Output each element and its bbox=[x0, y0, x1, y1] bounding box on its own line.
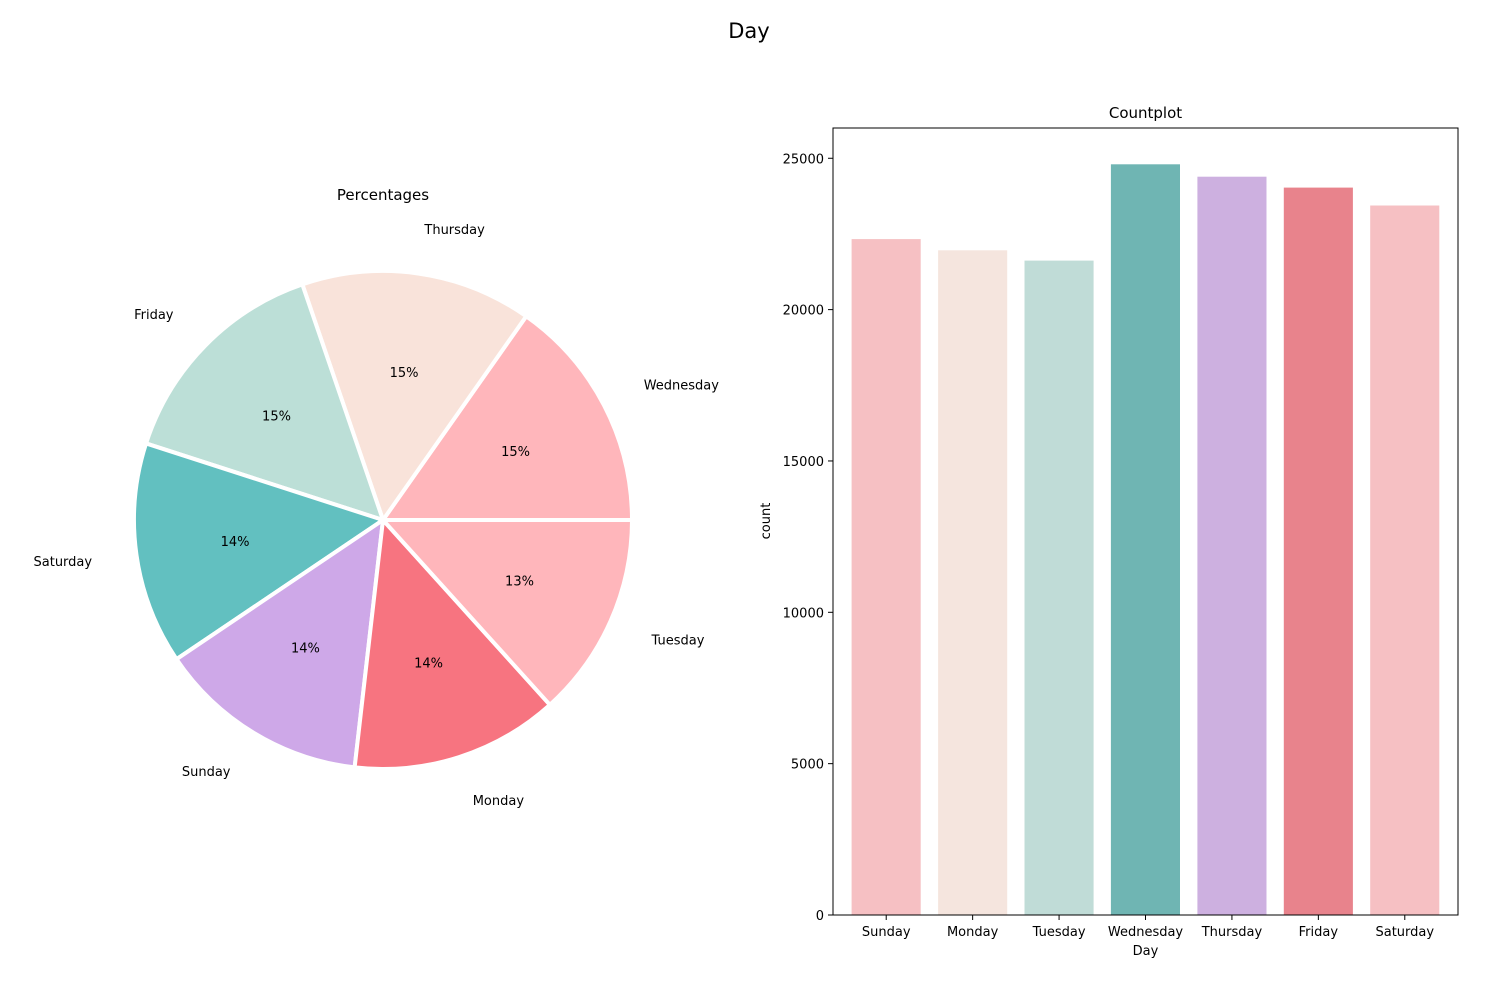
bar-friday bbox=[1283, 187, 1353, 916]
bar-chart: Countplot 0 5000 10000 15000 20000 25000 Sund… bbox=[759, 104, 1459, 959]
pie-slices bbox=[132, 269, 634, 771]
pie-slice-saturday bbox=[132, 441, 385, 662]
pie-slice-monday bbox=[352, 518, 552, 771]
figure-suptitle: Day bbox=[728, 19, 769, 43]
x-tick-label-wednesday: Wednesday bbox=[1108, 925, 1184, 940]
pie-pct-label-sunday: 14% bbox=[291, 642, 320, 657]
pie-pct-label-monday: 14% bbox=[414, 656, 443, 671]
bar-saturday bbox=[1370, 205, 1440, 915]
pie-pct-label-wednesday: 15% bbox=[501, 445, 530, 460]
y-tick-label: 0 bbox=[816, 909, 824, 924]
y-tick-label: 5000 bbox=[791, 758, 824, 773]
pie-label-saturday: Saturday bbox=[34, 555, 93, 570]
pie-label-tuesday: Tuesday bbox=[651, 633, 705, 648]
y-axis-ticks: 0 5000 10000 15000 20000 25000 bbox=[783, 152, 833, 924]
pie-labels: Wednesday 15% Thursday 15% Friday 15% Saturday… bbox=[34, 223, 720, 809]
pie-label-sunday: Sunday bbox=[182, 765, 231, 780]
pie-pct-label-friday: 15% bbox=[262, 409, 291, 424]
x-tick-label-thursday: Thursday bbox=[1201, 925, 1263, 940]
x-axis-label: Day bbox=[1133, 944, 1159, 959]
x-tick-label-tuesday: Tuesday bbox=[1032, 925, 1086, 940]
pie-title: Percentages bbox=[337, 186, 429, 204]
pie-label-thursday: Thursday bbox=[423, 223, 485, 238]
x-axis-ticks: Sunday Monday Tuesday Wednesday Thursday Frid… bbox=[862, 915, 1434, 940]
x-tick-label-monday: Monday bbox=[947, 925, 999, 940]
pie-slice-tuesday bbox=[381, 518, 634, 707]
pie-pct-label-thursday: 15% bbox=[390, 366, 419, 381]
pie-pct-label-tuesday: 13% bbox=[505, 575, 534, 590]
pie-label-wednesday: Wednesday bbox=[644, 379, 720, 394]
y-tick-label: 15000 bbox=[783, 455, 824, 470]
x-tick-label-saturday: Saturday bbox=[1375, 925, 1434, 940]
y-tick-label: 20000 bbox=[783, 304, 824, 319]
bar-monday bbox=[938, 250, 1008, 916]
pie-slice-sunday bbox=[174, 518, 385, 770]
bar-wednesday bbox=[1110, 164, 1180, 916]
bars bbox=[851, 164, 1440, 916]
y-tick-label: 25000 bbox=[783, 152, 824, 167]
bar-sunday bbox=[851, 239, 921, 916]
bar-tuesday bbox=[1024, 260, 1094, 916]
x-tick-label-sunday: Sunday bbox=[862, 925, 911, 940]
x-tick-label-friday: Friday bbox=[1299, 925, 1339, 940]
pie-slice-wednesday bbox=[381, 314, 634, 522]
y-tick-label: 10000 bbox=[783, 606, 824, 621]
pie-chart: Percentages Wednesday 15% Thursday 15% Frida… bbox=[34, 186, 720, 809]
pie-pct-label-saturday: 14% bbox=[221, 535, 250, 550]
pie-label-friday: Friday bbox=[134, 308, 174, 323]
pie-label-monday: Monday bbox=[473, 794, 525, 809]
bar-thursday bbox=[1197, 176, 1267, 915]
pie-slice-thursday bbox=[300, 269, 529, 522]
y-axis-label: count bbox=[759, 503, 774, 540]
bar-title: Countplot bbox=[1109, 104, 1182, 122]
